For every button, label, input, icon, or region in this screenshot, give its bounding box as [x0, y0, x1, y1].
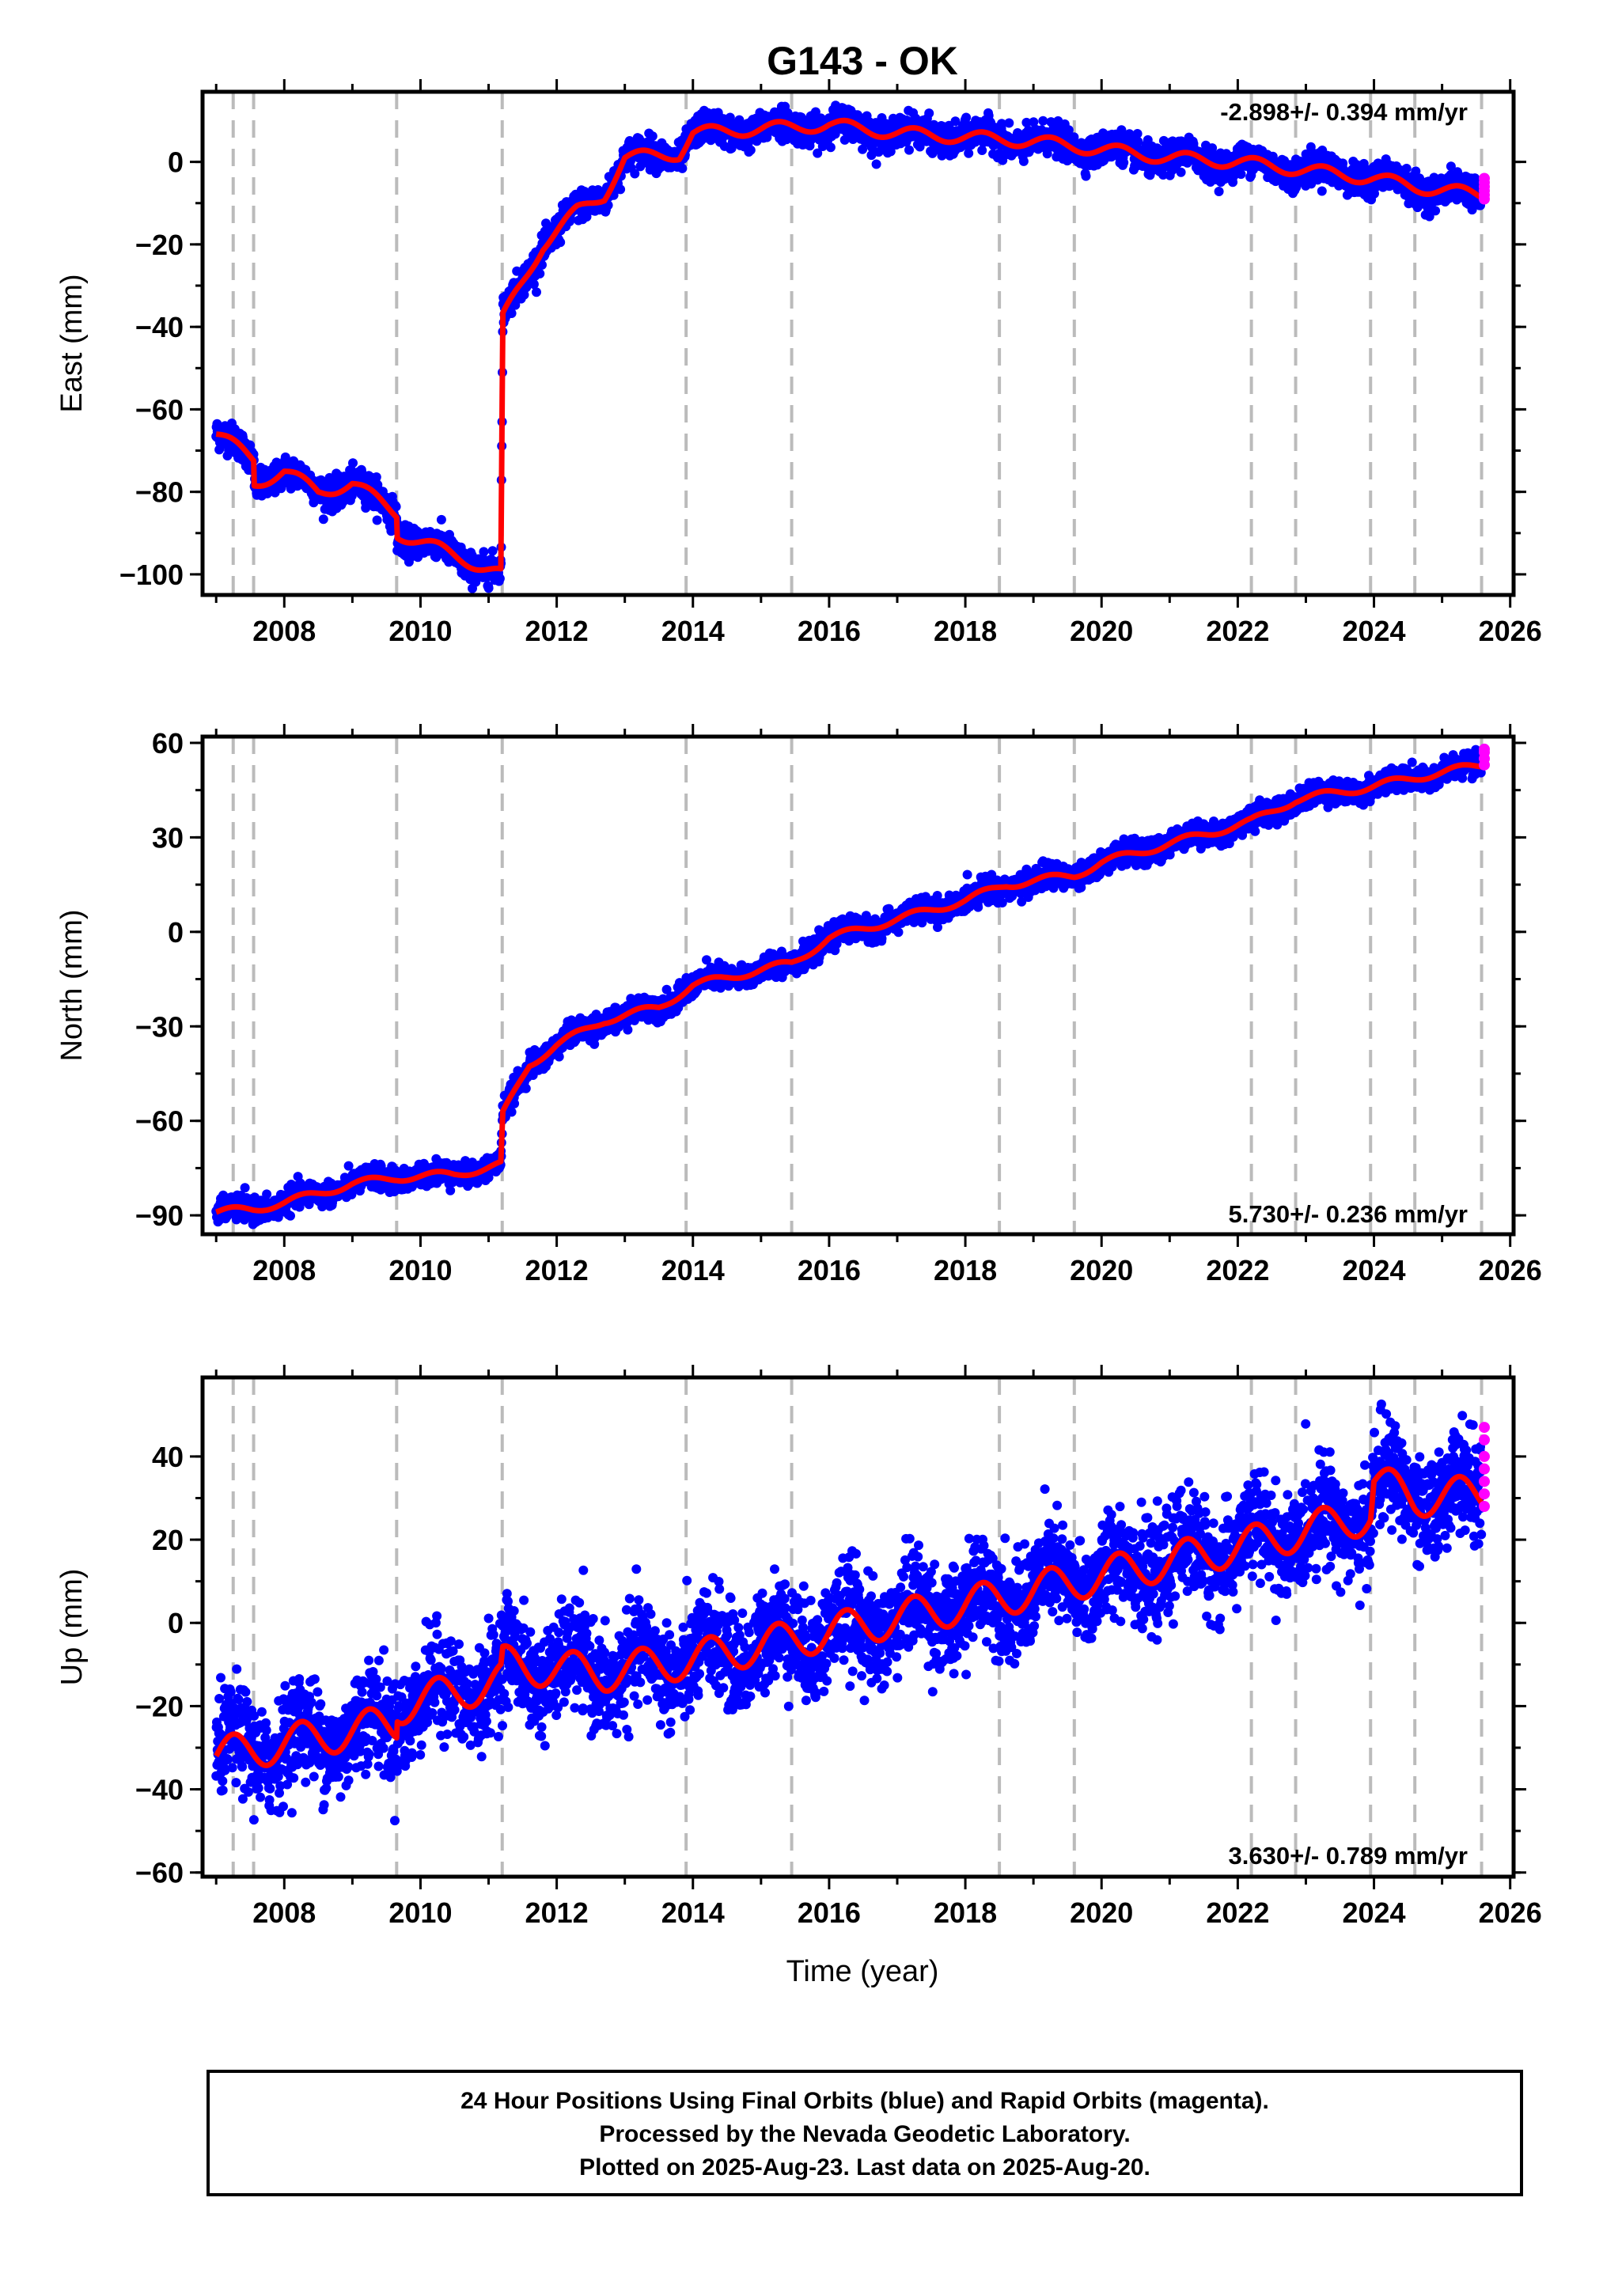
final-orbit-point	[372, 515, 382, 525]
final-orbit-point	[1038, 116, 1048, 126]
y-tick-label: −60	[135, 393, 184, 426]
final-orbit-point	[1004, 118, 1014, 128]
final-orbit-point	[479, 547, 489, 557]
final-orbit-point	[436, 514, 446, 525]
y-tick-label: −80	[135, 476, 184, 509]
final-orbit-point	[1431, 206, 1441, 216]
x-tick-label: 2012	[525, 615, 589, 647]
velocity-annotation: -2.898+/- 0.394 mm/yr	[1220, 98, 1468, 126]
final-orbit-point	[535, 268, 545, 278]
final-orbit-point	[348, 458, 358, 468]
y-tick-label: −20	[135, 229, 184, 261]
final-orbit-point	[519, 290, 529, 300]
final-orbit-point	[1176, 167, 1186, 177]
x-tick-label: 2016	[798, 615, 861, 647]
final-orbit-point	[924, 108, 934, 119]
final-orbit-point	[391, 502, 401, 512]
final-orbit-point	[495, 574, 505, 584]
x-tick-label: 2010	[388, 615, 452, 647]
north-panel: 2008 2010 2012 2014 2016 2018 2020 2022 2024 2026…	[55, 724, 1542, 1286]
x-tick-label: 2018	[934, 615, 997, 647]
final-orbit-point	[1081, 171, 1091, 181]
final-orbit-point	[318, 514, 328, 525]
x-tick-label: 2008	[252, 615, 316, 647]
final-orbit-point	[361, 503, 371, 513]
final-orbit-point	[1317, 186, 1327, 196]
final-orbit-point	[1133, 137, 1143, 146]
final-orbit-point	[555, 237, 566, 248]
x-tick-label: 2022	[1206, 615, 1269, 647]
final-orbit-point	[745, 145, 756, 155]
final-orbit-point	[616, 184, 626, 195]
final-orbit-point	[487, 546, 498, 556]
final-orbit-point	[529, 279, 539, 290]
final-orbit-point	[904, 145, 914, 155]
x-tick-label: 2014	[661, 615, 725, 647]
final-orbit-point	[510, 300, 521, 310]
figure-title: G143 - OK	[767, 39, 958, 83]
final-orbit-point	[647, 131, 657, 142]
final-orbit-point	[964, 148, 974, 158]
rapid-orbit-point	[1478, 193, 1490, 205]
final-orbit-point	[825, 142, 836, 153]
x-tick-label: 2026	[1479, 615, 1542, 647]
x-tick-label: 2020	[1070, 615, 1133, 647]
final-orbit-point	[483, 583, 494, 593]
final-orbit-point	[532, 287, 541, 297]
final-orbit-point	[506, 309, 517, 318]
final-orbit-point	[262, 1189, 272, 1199]
final-orbit-point	[537, 260, 547, 270]
final-orbit-point	[1018, 156, 1029, 166]
final-orbit-point	[1119, 157, 1129, 168]
y-axis-label: East (mm)	[55, 274, 89, 412]
east-panel: 2008 2010 2012 2014 2016 2018 2020 2022 2024 2026…	[55, 79, 1542, 647]
final-orbit-point	[286, 1211, 295, 1221]
y-tick-label: 0	[168, 146, 184, 179]
y-tick-label: −40	[135, 311, 184, 343]
x-tick-label: 2024	[1342, 615, 1405, 647]
final-orbit-point	[677, 163, 688, 173]
final-orbit-points	[211, 744, 1487, 1229]
final-orbit-point	[871, 159, 881, 169]
final-orbit-point	[240, 1183, 250, 1193]
final-orbit-point	[1236, 169, 1246, 180]
final-orbit-point	[371, 472, 381, 482]
y-tick-label: −100	[119, 559, 184, 591]
final-orbit-point	[1214, 187, 1224, 196]
final-orbit-point	[1401, 164, 1412, 173]
final-orbit-point	[961, 112, 972, 123]
